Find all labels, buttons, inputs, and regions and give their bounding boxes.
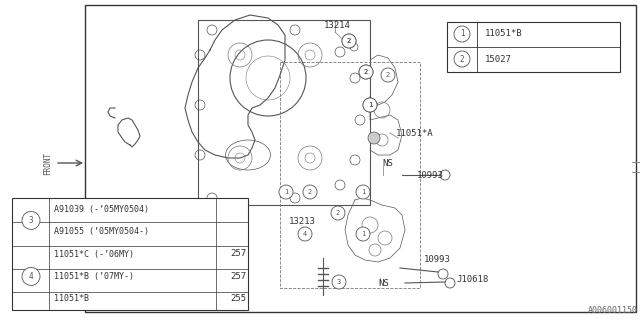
Circle shape [279, 185, 293, 199]
Text: 2: 2 [460, 54, 464, 63]
Text: 2: 2 [364, 69, 368, 75]
Text: 3: 3 [337, 279, 341, 285]
Text: 1: 1 [361, 231, 365, 237]
Circle shape [303, 185, 317, 199]
Circle shape [356, 227, 370, 241]
Text: J10618: J10618 [456, 275, 488, 284]
Text: 2: 2 [364, 69, 368, 75]
Text: 2: 2 [347, 38, 351, 44]
Text: A91055 (’05MY0504-): A91055 (’05MY0504-) [54, 227, 149, 236]
Text: 1: 1 [460, 29, 464, 38]
Text: 11051*B (’07MY-): 11051*B (’07MY-) [54, 272, 134, 281]
Circle shape [356, 185, 370, 199]
Text: 13214: 13214 [324, 21, 351, 30]
Circle shape [342, 34, 356, 48]
Circle shape [368, 132, 380, 144]
Circle shape [22, 268, 40, 285]
Circle shape [454, 51, 470, 67]
Circle shape [381, 68, 395, 82]
Text: 10993: 10993 [424, 255, 451, 265]
Text: 13213: 13213 [289, 218, 316, 227]
Text: 257: 257 [230, 272, 246, 281]
Circle shape [298, 227, 312, 241]
Circle shape [359, 65, 373, 79]
Text: 255: 255 [230, 294, 246, 303]
Circle shape [342, 34, 356, 48]
Text: 11051*B: 11051*B [485, 29, 523, 38]
Bar [85, 5, 636, 312]
Text: 1: 1 [368, 102, 372, 108]
Text: 11051*A: 11051*A [396, 129, 434, 138]
Text: 4: 4 [29, 272, 33, 281]
Text: A006001150: A006001150 [588, 306, 638, 315]
Text: 3: 3 [29, 216, 33, 225]
Circle shape [331, 206, 345, 220]
Text: 11051*B: 11051*B [54, 294, 89, 303]
Text: 1: 1 [284, 189, 288, 195]
Text: 10993: 10993 [417, 172, 444, 180]
Bar [12, 198, 248, 310]
Text: NS: NS [382, 159, 393, 169]
Text: 2: 2 [386, 72, 390, 78]
Circle shape [454, 26, 470, 42]
Text: 1: 1 [361, 189, 365, 195]
Text: A91039 (-’05MY0504): A91039 (-’05MY0504) [54, 205, 149, 214]
Text: 257: 257 [230, 250, 246, 259]
Bar [447, 22, 620, 72]
Circle shape [22, 212, 40, 229]
Text: 4: 4 [303, 231, 307, 237]
Text: 11051*C (-’06MY): 11051*C (-’06MY) [54, 250, 134, 259]
Circle shape [363, 98, 377, 112]
Circle shape [332, 275, 346, 289]
Text: 1: 1 [368, 102, 372, 108]
Text: 2: 2 [347, 38, 351, 44]
Text: 2: 2 [308, 189, 312, 195]
Text: 2: 2 [336, 210, 340, 216]
Circle shape [363, 98, 377, 112]
Circle shape [359, 65, 373, 79]
Text: NS: NS [378, 278, 388, 287]
Text: 15027: 15027 [485, 54, 512, 63]
Text: FRONT: FRONT [44, 151, 52, 175]
